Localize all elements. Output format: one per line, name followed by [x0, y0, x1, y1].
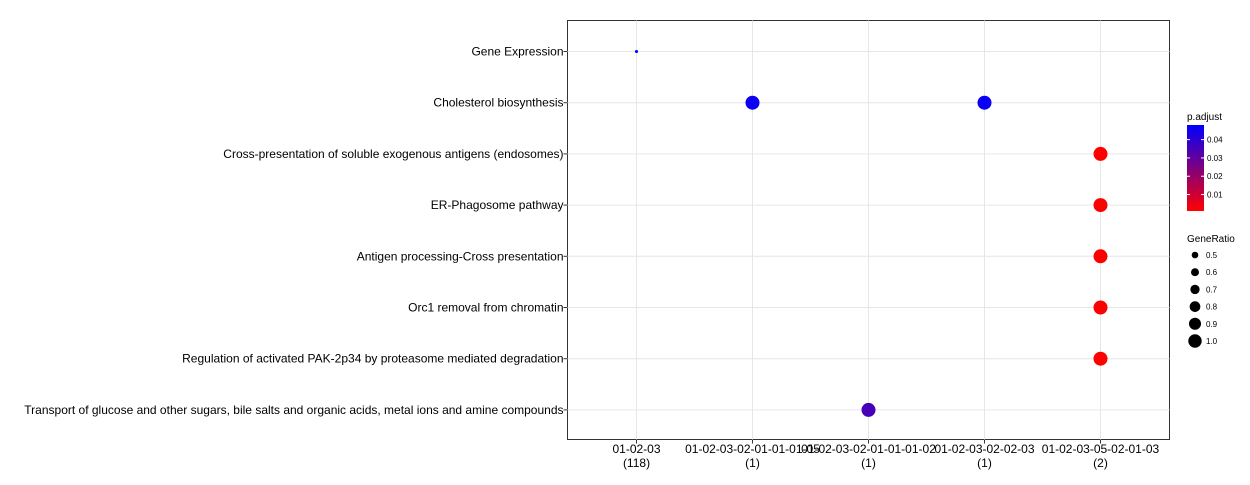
- y-tick-label: Gene Expression: [471, 45, 563, 59]
- data-point: [634, 49, 639, 54]
- y-tick-label: Cholesterol biosynthesis: [433, 96, 563, 110]
- y-tick-label: Transport of glucose and other sugars, b…: [24, 403, 563, 417]
- data-point: [745, 95, 760, 110]
- size-legend-key: [1191, 268, 1199, 277]
- y-tick-label: Regulation of activated PAK-2p34 by prot…: [182, 352, 563, 366]
- size-legend-label: 0.5: [1206, 251, 1218, 260]
- color-legend-label: 0.04: [1207, 136, 1223, 145]
- color-legend-label: 0.01: [1207, 191, 1223, 200]
- color-legend-label: 0.03: [1207, 154, 1223, 163]
- size-legend-label: 0.7: [1206, 285, 1218, 294]
- color-legend-bar: [1187, 125, 1204, 211]
- x-tick-label: 01-02-03: [612, 442, 660, 456]
- color-legend-label: 0.02: [1207, 172, 1223, 181]
- size-legend-title: GeneRatio: [1187, 234, 1235, 245]
- data-point: [977, 95, 992, 110]
- size-legend-label: 1.0: [1206, 337, 1218, 346]
- size-legend-key: [1190, 284, 1200, 295]
- grid-lines: [567, 20, 1170, 440]
- x-tick-label: 01-02-03-02-01-01-01-05: [685, 442, 820, 456]
- size-legend-key: [1191, 251, 1199, 259]
- size-legend-key: [1188, 317, 1202, 330]
- data-point: [1093, 146, 1108, 161]
- x-tick-count: (1): [861, 456, 876, 470]
- y-axis-labels: Gene Expression Cholesterol biosynthesis C…: [24, 45, 568, 417]
- data-points: [634, 49, 1108, 417]
- x-tick-label: 01-02-03-05-02-01-03: [1042, 442, 1160, 456]
- y-tick-label: Cross-presentation of soluble exogenous …: [223, 147, 563, 161]
- y-tick-label: Orc1 removal from chromatin: [408, 301, 563, 315]
- x-tick-label: 01-02-03-02-01-01-01-02: [801, 442, 936, 456]
- data-point: [1093, 351, 1108, 366]
- color-legend: p.adjust 0.04 0.03 0.02 0.01: [1187, 112, 1223, 211]
- x-tick-count: (118): [623, 456, 650, 470]
- y-tick-label: Antigen processing-Cross presentation: [357, 249, 564, 263]
- x-tick-count: (1): [745, 456, 760, 470]
- size-legend-label: 0.8: [1206, 303, 1218, 312]
- size-legend-label: 0.6: [1206, 268, 1218, 277]
- y-tick-label: ER-Phagosome pathway: [431, 198, 564, 212]
- size-legend: GeneRatio 0.5 0.6 0.7 0.8 0.9 1.0: [1187, 234, 1235, 348]
- data-point: [861, 402, 876, 417]
- size-legend-entries: 0.5 0.6 0.7 0.8 0.9 1.0: [1188, 251, 1218, 348]
- size-legend-label: 0.9: [1206, 320, 1218, 329]
- color-legend-title: p.adjust: [1187, 112, 1222, 123]
- data-point: [1093, 249, 1108, 264]
- x-tick-count: (1): [977, 456, 992, 470]
- x-axis-labels: 01-02-03(118)01-02-03-02-01-01-01-05(1)0…: [612, 439, 1160, 470]
- data-point: [1093, 300, 1108, 315]
- data-point: [1093, 198, 1108, 213]
- x-tick-label: 01-02-03-02-02-03: [934, 442, 1034, 456]
- size-legend-key: [1188, 334, 1202, 348]
- color-legend-ticks: 0.04 0.03 0.02 0.01: [1187, 136, 1223, 200]
- x-tick-count: (2): [1093, 456, 1108, 470]
- size-legend-key: [1189, 301, 1201, 312]
